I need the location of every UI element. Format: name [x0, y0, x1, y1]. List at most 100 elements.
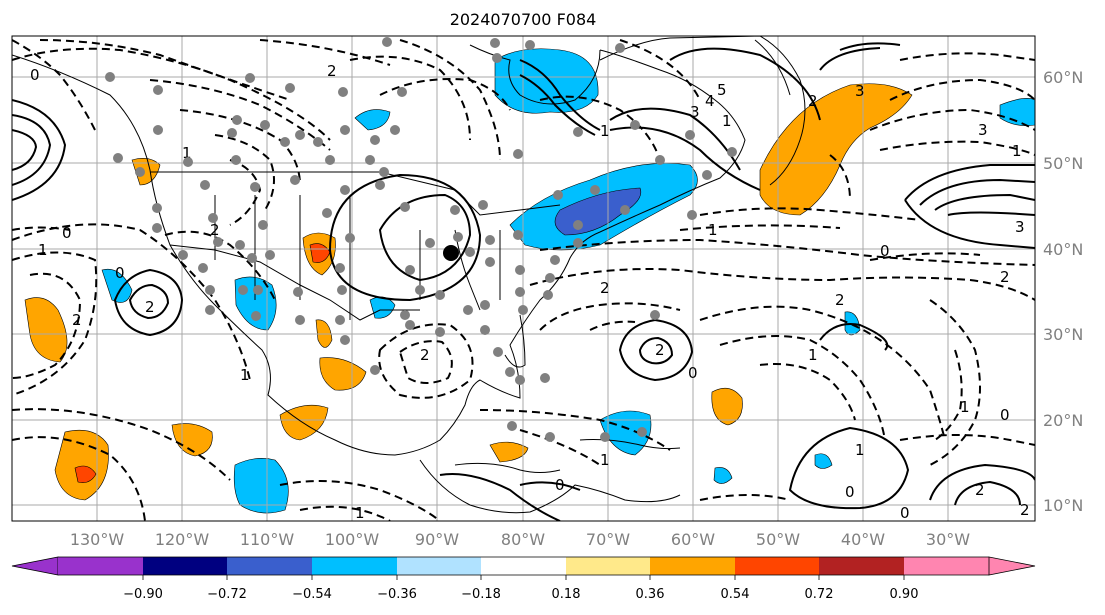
station-dot-large: [443, 245, 459, 261]
map-border: [11, 35, 1036, 522]
contour-label: 2: [655, 341, 665, 359]
lat-label: 10°N: [1043, 496, 1083, 515]
colorbar-tick-label: 0.72: [805, 587, 834, 602]
lon-label: 40°W: [841, 530, 885, 549]
contour-label: 2: [808, 92, 818, 110]
contour-label: 2: [327, 62, 337, 80]
lon-label: 110°W: [240, 530, 295, 549]
contour-label: 1: [808, 346, 818, 364]
contour-labels: 0 1 2 3 4 5 1 2 3 0 1 2 0 2 1 2 2 3 0 1 …: [30, 62, 1030, 522]
colorbar-tick-label: 0.18: [552, 587, 581, 602]
contour-label: 0: [62, 224, 72, 242]
lon-label: 70°W: [586, 530, 630, 549]
lat-label: 50°N: [1043, 154, 1083, 173]
map-panel: 0 1 2 3 4 5 1 2 3 0 1 2 0 2 1 2 2 3 0 1 …: [12, 36, 1035, 522]
colorbar-segment: [58, 557, 143, 575]
colorbar-segment: [566, 557, 650, 575]
colorbar-tick-label: 0.90: [890, 587, 919, 602]
contour-label: 2: [420, 346, 430, 364]
negative-area-far-ne: [999, 98, 1035, 126]
colorbar-segment: [227, 557, 312, 575]
positive-area-pacific-1: [24, 297, 68, 363]
lat-label: 20°N: [1043, 411, 1083, 430]
colorbar-segment: [735, 557, 819, 575]
contour-label: 1: [240, 366, 250, 384]
contour-label: 2: [1000, 268, 1010, 286]
colorbar-tick-label: 0.54: [721, 587, 750, 602]
colorbar-tick-label: −0.36: [377, 587, 417, 602]
colorbar-extend-high: [988, 556, 1036, 576]
colorbar: −0.90 −0.72 −0.54 −0.36 −0.18 0.18 0.36 …: [11, 556, 1036, 602]
longitude-labels: 130°W 120°W 110°W 100°W 90°W 80°W 70°W 6…: [70, 530, 970, 549]
positive-area-greenland-atlantic: [759, 83, 913, 216]
lon-label: 80°W: [501, 530, 545, 549]
contour-label: 0: [900, 504, 910, 522]
lon-label: 130°W: [70, 530, 125, 549]
contour-lines-dashed: [12, 39, 1035, 521]
negative-area-pacific: [233, 458, 289, 514]
contour-label: 1: [600, 122, 610, 140]
contour-label: 1: [708, 221, 718, 239]
lon-label: 60°W: [671, 530, 715, 549]
contour-label: 4: [705, 92, 715, 110]
contour-label: 3: [978, 121, 988, 139]
positive-area-mexico-1: [319, 357, 367, 391]
colorbar-segment: [397, 557, 481, 575]
positive-area-caribbean: [489, 441, 529, 463]
contour-label: 1: [600, 451, 610, 469]
contour-label: 3: [1015, 218, 1025, 236]
contour-label: 1: [1012, 142, 1022, 160]
lon-label: 30°W: [926, 530, 970, 549]
lon-label: 120°W: [155, 530, 210, 549]
contour-label: 2: [72, 311, 82, 329]
colorbar-tick-label: −0.72: [207, 587, 247, 602]
colorbar-segment: [143, 557, 227, 575]
contour-label: 1: [355, 504, 365, 522]
figure-title: 2024070700 F084: [450, 10, 597, 29]
contour-label: 0: [555, 476, 565, 494]
negative-area-atlantic-2: [814, 453, 833, 469]
positive-area-atlantic: [711, 387, 743, 426]
negative-area-atlantic-3: [713, 467, 733, 484]
colorbar-tick-label: −0.18: [461, 587, 501, 602]
contour-label: 1: [960, 398, 970, 416]
contour-label: 2: [210, 221, 220, 239]
contour-label: 2: [835, 291, 845, 309]
contour-label: 3: [855, 82, 865, 100]
strong-positive-area-pacific: [74, 465, 97, 483]
latitude-labels: 60°N 50°N 40°N 30°N 20°N 10°N: [1043, 68, 1083, 515]
contour-label: 1: [722, 112, 732, 130]
contour-label: 1: [855, 441, 865, 459]
lat-label: 30°N: [1043, 325, 1083, 344]
lon-label: 90°W: [415, 530, 459, 549]
contour-label: 1: [182, 144, 192, 162]
positive-area-bc-coast: [131, 158, 161, 186]
colorbar-segment: [481, 557, 566, 575]
positive-area-mexico-2: [279, 404, 329, 441]
lon-label: 50°W: [756, 530, 800, 549]
contour-label: 0: [880, 242, 890, 260]
colorbar-tick-label: 0.36: [636, 587, 665, 602]
negative-area-west-coast: [101, 268, 133, 303]
contour-label: 1: [38, 241, 48, 259]
contour-label: 0: [845, 483, 855, 501]
colorbar-tick-label: −0.90: [123, 587, 163, 602]
contour-label: 2: [145, 298, 155, 316]
station-dots: [105, 37, 737, 442]
colorbar-segment: [312, 557, 397, 575]
anomaly-shading: [24, 48, 1035, 514]
contour-label: 0: [30, 66, 40, 84]
colorbar-segment: [904, 557, 989, 575]
contour-label: 2: [975, 481, 985, 499]
contour-label: 5: [717, 81, 727, 99]
contour-label: 0: [115, 264, 125, 282]
lon-label: 100°W: [325, 530, 380, 549]
contour-label: 2: [1020, 501, 1030, 519]
contour-label: 0: [688, 364, 698, 382]
colorbar-segment: [819, 557, 904, 575]
lat-label: 40°N: [1043, 240, 1083, 259]
contour-label: 3: [690, 103, 700, 121]
negative-area-canada-small: [354, 109, 391, 131]
contour-label: 2: [600, 279, 610, 297]
